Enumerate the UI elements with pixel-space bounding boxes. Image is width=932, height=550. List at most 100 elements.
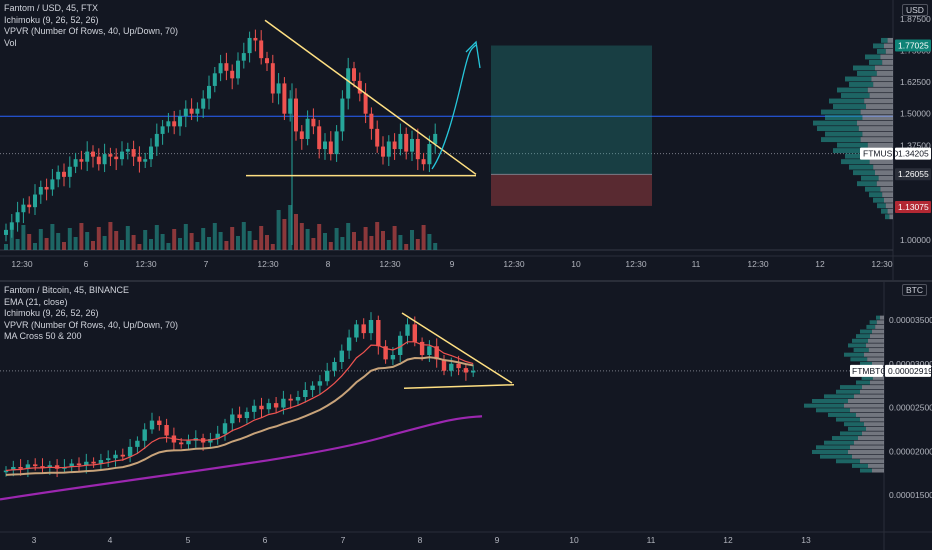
candle[interactable] <box>224 63 229 71</box>
candle[interactable] <box>172 121 177 127</box>
candle[interactable] <box>410 138 414 152</box>
candle[interactable] <box>398 335 403 355</box>
pane-divider[interactable] <box>0 280 932 282</box>
candle[interactable] <box>120 151 124 160</box>
candle[interactable] <box>189 108 194 114</box>
candle[interactable] <box>288 398 293 401</box>
candle[interactable] <box>56 171 61 180</box>
candle[interactable] <box>79 159 84 162</box>
candle[interactable] <box>266 403 271 410</box>
candle[interactable] <box>215 433 220 439</box>
candle[interactable] <box>47 465 52 468</box>
long-target-zone[interactable] <box>491 45 652 175</box>
candle[interactable] <box>259 40 264 59</box>
candle[interactable] <box>135 440 140 447</box>
candle[interactable] <box>412 324 417 342</box>
legend-ichimoku[interactable]: Ichimoku (9, 26, 52, 26) <box>4 308 99 318</box>
candle[interactable] <box>201 98 206 109</box>
candle[interactable] <box>295 397 301 401</box>
projection-arrow[interactable] <box>431 44 477 170</box>
triangle-lower-trendline[interactable] <box>403 384 515 389</box>
candle[interactable] <box>15 212 20 223</box>
candle[interactable] <box>357 80 362 94</box>
candle[interactable] <box>106 458 111 460</box>
candle[interactable] <box>252 405 257 412</box>
candle[interactable] <box>154 133 159 147</box>
candle[interactable] <box>21 204 26 213</box>
candle[interactable] <box>207 85 211 99</box>
candle[interactable] <box>113 454 118 459</box>
candle[interactable] <box>9 222 14 230</box>
legend-vpvr[interactable]: VPVR (Number Of Rows, 40, Up/Down, 70) <box>4 319 179 330</box>
ftmusd-chart-pane[interactable]: Fantom / USD, 45, FTX Ichimoku (9, 26, 5… <box>0 0 932 282</box>
candle[interactable] <box>276 83 281 94</box>
candle[interactable] <box>241 53 246 61</box>
candle[interactable] <box>383 346 388 360</box>
candle[interactable] <box>54 465 60 469</box>
candle[interactable] <box>244 411 250 418</box>
candle[interactable] <box>25 464 31 469</box>
candle[interactable] <box>392 141 397 150</box>
candle[interactable] <box>282 83 287 114</box>
candle[interactable] <box>27 204 32 208</box>
candle[interactable] <box>419 341 425 355</box>
candle[interactable] <box>125 149 130 152</box>
candle[interactable] <box>434 346 439 360</box>
candle[interactable] <box>218 63 223 74</box>
candle[interactable] <box>317 381 323 386</box>
candle[interactable] <box>253 37 258 41</box>
legend-vpvr[interactable]: VPVR (Number Of Rows, 40, Up/Down, 70) <box>4 26 179 36</box>
candle[interactable] <box>390 355 396 360</box>
candle[interactable] <box>381 146 385 157</box>
candle[interactable] <box>427 144 432 165</box>
currency-label[interactable]: BTC <box>902 284 927 296</box>
candle[interactable] <box>91 151 95 157</box>
candle[interactable] <box>208 439 213 443</box>
legend-ema[interactable]: EMA (21, close) <box>4 296 68 307</box>
candle[interactable] <box>363 93 368 114</box>
candle[interactable] <box>328 141 333 155</box>
candle[interactable] <box>340 98 345 132</box>
triangle-upper-trendline[interactable] <box>401 312 513 384</box>
candle[interactable] <box>303 390 308 397</box>
candle[interactable] <box>376 320 381 347</box>
legend-ma-cross[interactable]: MA Cross 50 & 200 <box>4 331 82 341</box>
candle[interactable] <box>33 464 38 467</box>
candle[interactable] <box>386 141 391 157</box>
candle[interactable] <box>166 121 171 127</box>
candle[interactable] <box>38 186 43 195</box>
candle[interactable] <box>237 414 242 419</box>
ftmusd-plot[interactable]: 1.875001.750001.625001.500001.375001.250… <box>0 0 932 282</box>
candle[interactable] <box>120 454 125 457</box>
candle[interactable] <box>222 423 228 434</box>
ma200-line[interactable] <box>0 415 483 501</box>
candle[interactable] <box>415 138 420 160</box>
candle[interactable] <box>361 324 366 334</box>
candle[interactable] <box>114 156 119 160</box>
triangle-upper-trendline[interactable] <box>264 19 477 175</box>
candle[interactable] <box>18 467 23 469</box>
candle[interactable] <box>325 370 330 382</box>
currency-label[interactable]: USD <box>902 4 928 16</box>
candle[interactable] <box>50 179 55 190</box>
candle[interactable] <box>186 440 191 445</box>
candle[interactable] <box>346 337 352 351</box>
candle[interactable] <box>108 154 113 157</box>
candle[interactable] <box>127 446 133 457</box>
candle[interactable] <box>369 113 374 129</box>
candle[interactable] <box>273 403 279 408</box>
candle[interactable] <box>143 159 148 162</box>
ftmbtc-chart-pane[interactable]: Fantom / Bitcoin, 45, BINANCE EMA (21, c… <box>0 282 932 550</box>
candle[interactable] <box>98 460 104 464</box>
candle[interactable] <box>375 128 380 147</box>
candle[interactable] <box>164 425 169 436</box>
candle[interactable] <box>91 461 96 464</box>
candle[interactable] <box>334 131 339 155</box>
candle[interactable] <box>102 154 107 165</box>
candle[interactable] <box>317 126 322 150</box>
candle[interactable] <box>183 108 188 117</box>
candle[interactable] <box>398 133 403 150</box>
candle[interactable] <box>40 466 45 468</box>
candle[interactable] <box>76 463 82 466</box>
candle[interactable] <box>44 186 49 190</box>
